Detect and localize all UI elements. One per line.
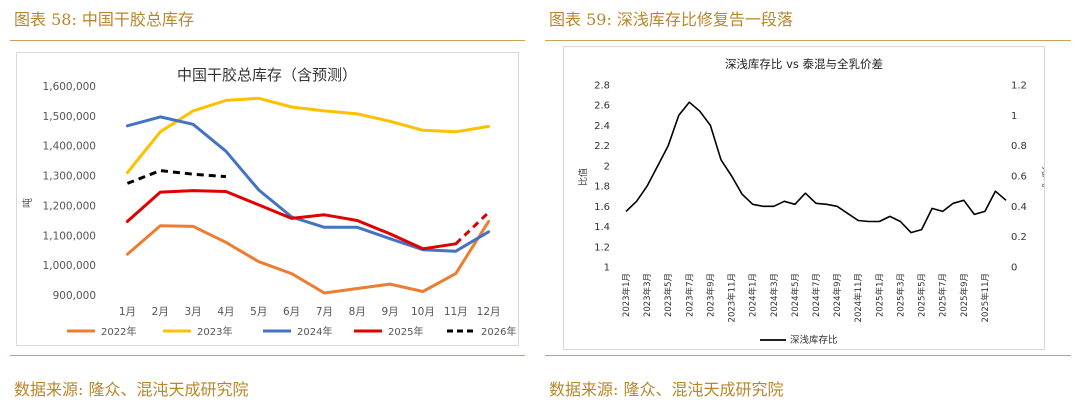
- x-tick-label: 2025年9月: [959, 273, 970, 317]
- right-figure-title: 图表 59: 深浅库存比修复告一段落: [549, 10, 793, 29]
- y-axis-label: 比值: [577, 168, 589, 186]
- y-tick-label: 2.8: [594, 81, 610, 92]
- x-tick-label: 2月: [152, 306, 169, 318]
- x-tick-label: 2024年9月: [832, 273, 843, 317]
- x-tick-label: 4月: [217, 306, 234, 318]
- x-tick-label: 1月: [119, 306, 136, 318]
- left-figure-title: 图表 58: 中国干胶总库存: [14, 10, 194, 29]
- x-tick-label: 2024年1月: [748, 273, 759, 317]
- x-tick-label: 12月: [477, 306, 501, 318]
- y-axis-label: 吨: [21, 198, 34, 208]
- left-title-rule: [10, 40, 525, 41]
- x-tick-label: 3月: [184, 306, 201, 318]
- x-tick-label: 5月: [250, 306, 267, 318]
- y-tick-label: 2.4: [594, 121, 610, 132]
- inventory-chart: 中国干胶总库存（含预测） 吨 900,000 1,000,000 1,100,000 1,…: [21, 66, 516, 338]
- x-tick-label: 2025年3月: [895, 273, 906, 317]
- y-tick-label: 1,000,000: [43, 260, 96, 272]
- x-tick-label: 8月: [349, 306, 366, 318]
- y-tick-label: 2: [604, 161, 610, 172]
- y-tick-label: 1,100,000: [43, 230, 96, 242]
- y-tick-label: 2.2: [594, 141, 610, 152]
- y-tick-label: 1,500,000: [43, 111, 96, 123]
- y-tick-label: 1,200,000: [43, 200, 96, 212]
- inventory-chart-panel: 中国干胶总库存（含预测） 吨 900,000 1,000,000 1,100,000 1,…: [16, 52, 519, 346]
- y-tick-label: 2.6: [594, 101, 610, 112]
- left-source-rule: [10, 355, 525, 356]
- legend-label: 深浅库存比: [790, 334, 838, 346]
- legend-label: 2022年: [101, 325, 136, 338]
- y2-tick-label: 0.2: [1011, 232, 1027, 243]
- y-tick-label: 1,400,000: [43, 141, 96, 153]
- y-tick-label: 1,600,000: [43, 81, 96, 93]
- x-tick-label: 2024年11月: [853, 273, 864, 322]
- legend-label: 2023年: [197, 325, 232, 338]
- y2-tick-label: 1.2: [1011, 81, 1027, 92]
- x-tick-label: 2024年7月: [811, 273, 822, 317]
- y-tick-label: 1.6: [594, 202, 610, 213]
- series-line-2025年预测: [454, 211, 490, 245]
- y-tick-label: 1.8: [594, 182, 610, 193]
- right-source: 数据来源: 隆众、混沌天成研究院: [549, 380, 784, 399]
- y-tick-label: 1: [604, 263, 610, 274]
- x-tick-label: 2023年3月: [642, 273, 653, 317]
- legend-label: 2024年: [297, 325, 332, 338]
- left-source: 数据来源: 隆众、混沌天成研究院: [14, 380, 249, 399]
- x-tick-label: 11月: [444, 306, 468, 318]
- x-tick-label: 2023年5月: [663, 273, 674, 317]
- x-tick-label: 10月: [411, 306, 435, 318]
- x-tick-label: 2025年11月: [980, 273, 991, 322]
- right-title-rule: [545, 40, 1071, 41]
- legend-label: 2026年: [481, 325, 516, 338]
- y2-tick-label: 0.6: [1011, 172, 1027, 183]
- y-tick-label: 900,000: [53, 290, 96, 302]
- series-line-2026年: [126, 169, 227, 185]
- x-tick-label: 9月: [381, 306, 398, 318]
- x-tick-label: 2024年5月: [790, 273, 801, 317]
- x-tick-label: 7月: [316, 306, 333, 318]
- chart-title: 深浅库存比 vs 泰混与全乳价差: [725, 57, 883, 71]
- x-tick-label: 2023年7月: [684, 273, 695, 317]
- x-tick-label: 2023年9月: [705, 273, 716, 317]
- y2-axis-label: 元/吨: [1040, 166, 1044, 187]
- y2-tick-label: 0.4: [1011, 202, 1027, 213]
- series-line-2024年: [125, 115, 491, 253]
- series-line-2025年: [125, 189, 458, 251]
- series-line-2023年: [125, 96, 491, 175]
- x-tick-label: 2023年11月: [727, 273, 738, 322]
- y2-tick-label: 0.8: [1011, 141, 1027, 152]
- x-tick-label: 2024年3月: [769, 273, 780, 317]
- x-tick-label: 2025年1月: [874, 273, 885, 317]
- x-tick-label: 2023年1月: [621, 273, 632, 317]
- x-tick-label: 2025年5月: [917, 273, 928, 317]
- legend-label: 2025年: [388, 325, 423, 338]
- y-tick-label: 1.4: [594, 222, 610, 233]
- y2-tick-label: 0: [1011, 263, 1017, 274]
- ratio-chart-panel: 深浅库存比 vs 泰混与全乳价差比值 元/吨 1 1.2 1.4 1.6 1.8 2 2.2 2.…: [563, 46, 1045, 350]
- chart-title: 中国干胶总库存（含预测）: [177, 66, 357, 84]
- y-tick-label: 1,300,000: [43, 171, 96, 183]
- x-tick-label: 6月: [283, 306, 300, 318]
- series-line-ratio: [625, 101, 1007, 234]
- y2-tick-label: 1: [1011, 111, 1017, 122]
- series-line-2022年: [125, 219, 491, 295]
- y-tick-label: 1.2: [594, 242, 610, 253]
- right-source-rule: [545, 355, 1071, 356]
- x-tick-label: 2025年7月: [938, 273, 949, 317]
